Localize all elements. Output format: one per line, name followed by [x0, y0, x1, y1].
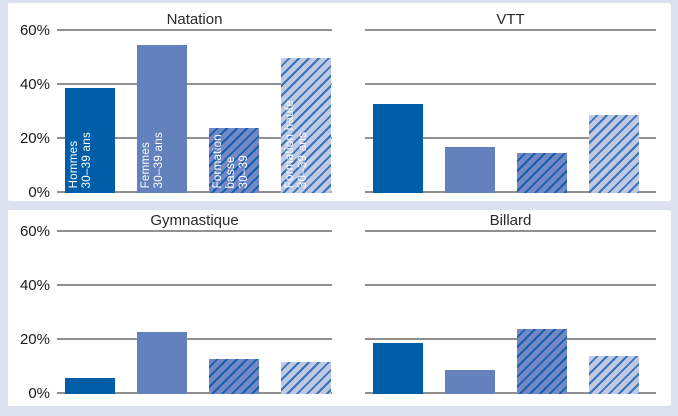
- bar-series-1: [65, 377, 115, 394]
- chart-title-vtt: VTT: [496, 11, 525, 28]
- bar-series-1: Hommes 30–39 ans: [65, 87, 115, 193]
- bar-label: Formation basse 30–39: [212, 133, 250, 188]
- gridline-0: [365, 392, 656, 394]
- y-tick-40: 40%: [19, 76, 50, 93]
- bars-group: [365, 232, 656, 394]
- chart-billard: Billard: [365, 210, 656, 406]
- plot-area-gymnastique: [57, 230, 332, 394]
- gridline-20: [365, 137, 656, 139]
- plot-wrap: VTT: [365, 3, 656, 201]
- bars-group: Hommes 30–39 ans Femmes 30–39 ans Formation b…: [57, 31, 332, 193]
- bar-label: Hommes 30–39 ans: [68, 131, 93, 188]
- chart-title-natation: Natation: [166, 11, 223, 28]
- plot-wrap: Natation Hommes 30–39 ans Femmes 30–39 ans F…: [57, 3, 332, 201]
- plot-area-natation: Hommes 30–39 ans Femmes 30–39 ans Formation b…: [57, 29, 332, 193]
- plot-area-vtt: [365, 29, 656, 193]
- bar-series-2: Femmes 30–39 ans: [137, 44, 187, 193]
- bar-series-4: [589, 114, 639, 193]
- gridline-40: [57, 83, 332, 85]
- y-axis-labels: 60% 40% 20% 0%: [8, 3, 57, 201]
- panel-bottom-row: 60% 40% 20% 0% Gymnastique Billard: [8, 210, 671, 406]
- bar-series-4: [281, 361, 331, 394]
- bar-series-2: [445, 369, 495, 394]
- bar-series-3: [517, 329, 567, 394]
- chart-natation: 60% 40% 20% 0% Natation Hommes 30–39 ans F…: [8, 3, 332, 201]
- plot-wrap: Billard: [365, 210, 656, 406]
- bar-series-2: [445, 147, 495, 193]
- y-tick-0: 0%: [28, 184, 50, 201]
- bars-group: [57, 232, 332, 394]
- gridline-0: [365, 191, 656, 193]
- gridline-0: [57, 191, 332, 193]
- y-tick-60: 60%: [19, 22, 50, 39]
- gridline-60: [365, 230, 656, 232]
- panel-top-row: 60% 40% 20% 0% Natation Hommes 30–39 ans F…: [8, 3, 671, 201]
- bar-series-3: [517, 152, 567, 193]
- y-axis-labels: 60% 40% 20% 0%: [8, 210, 57, 406]
- gridline-0: [57, 392, 332, 394]
- chart-vtt: VTT: [365, 3, 656, 201]
- gridline-40: [365, 83, 656, 85]
- plot-wrap: Gymnastique: [57, 210, 332, 406]
- bar-series-2: [137, 331, 187, 394]
- gridline-40: [57, 284, 332, 286]
- bar-series-1: [373, 103, 423, 193]
- chart-title-gymnastique: Gymnastique: [150, 212, 239, 229]
- bar-label: Femmes 30–39 ans: [140, 131, 165, 188]
- bars-group: [365, 31, 656, 193]
- gridline-40: [365, 284, 656, 286]
- y-tick-40: 40%: [19, 277, 50, 294]
- chart-gymnastique: 60% 40% 20% 0% Gymnastique: [8, 210, 332, 406]
- chart-title-billard: Billard: [489, 212, 532, 229]
- bar-label: Formation haute 30–39 ans: [284, 99, 309, 188]
- plot-area-billard: [365, 230, 656, 394]
- y-tick-20: 20%: [19, 130, 50, 147]
- gridline-60: [57, 230, 332, 232]
- bar-series-3: Formation basse 30–39: [209, 128, 259, 193]
- bar-series-4: Formation haute 30–39 ans: [281, 58, 331, 193]
- y-tick-20: 20%: [19, 331, 50, 348]
- gridline-60: [365, 29, 656, 31]
- gridline-60: [57, 29, 332, 31]
- gridline-20: [365, 338, 656, 340]
- bar-series-4: [589, 356, 639, 394]
- y-tick-0: 0%: [28, 385, 50, 402]
- gridline-20: [57, 338, 332, 340]
- bar-series-1: [373, 342, 423, 394]
- y-tick-60: 60%: [19, 223, 50, 240]
- bar-series-3: [209, 358, 259, 394]
- gridline-20: [57, 137, 332, 139]
